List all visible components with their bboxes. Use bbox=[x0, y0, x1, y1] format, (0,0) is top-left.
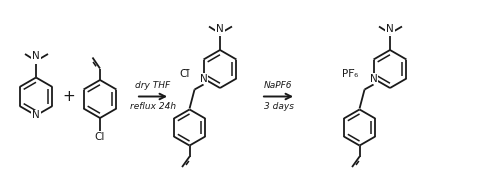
Text: 3 days: 3 days bbox=[264, 102, 294, 112]
Text: NaPF6: NaPF6 bbox=[264, 81, 293, 90]
Text: N: N bbox=[216, 23, 224, 34]
Text: N: N bbox=[370, 73, 378, 84]
Text: PF̅₆: PF̅₆ bbox=[342, 69, 358, 80]
Text: reflux 24h: reflux 24h bbox=[130, 102, 176, 112]
Text: +: + bbox=[62, 89, 76, 104]
Text: N: N bbox=[32, 110, 40, 121]
Text: N: N bbox=[32, 51, 40, 61]
Text: dry THF: dry THF bbox=[136, 81, 170, 90]
Text: N: N bbox=[200, 73, 207, 84]
Text: N: N bbox=[386, 23, 394, 34]
Text: Cl: Cl bbox=[95, 132, 105, 143]
Text: Cl̅: Cl̅ bbox=[180, 69, 190, 80]
